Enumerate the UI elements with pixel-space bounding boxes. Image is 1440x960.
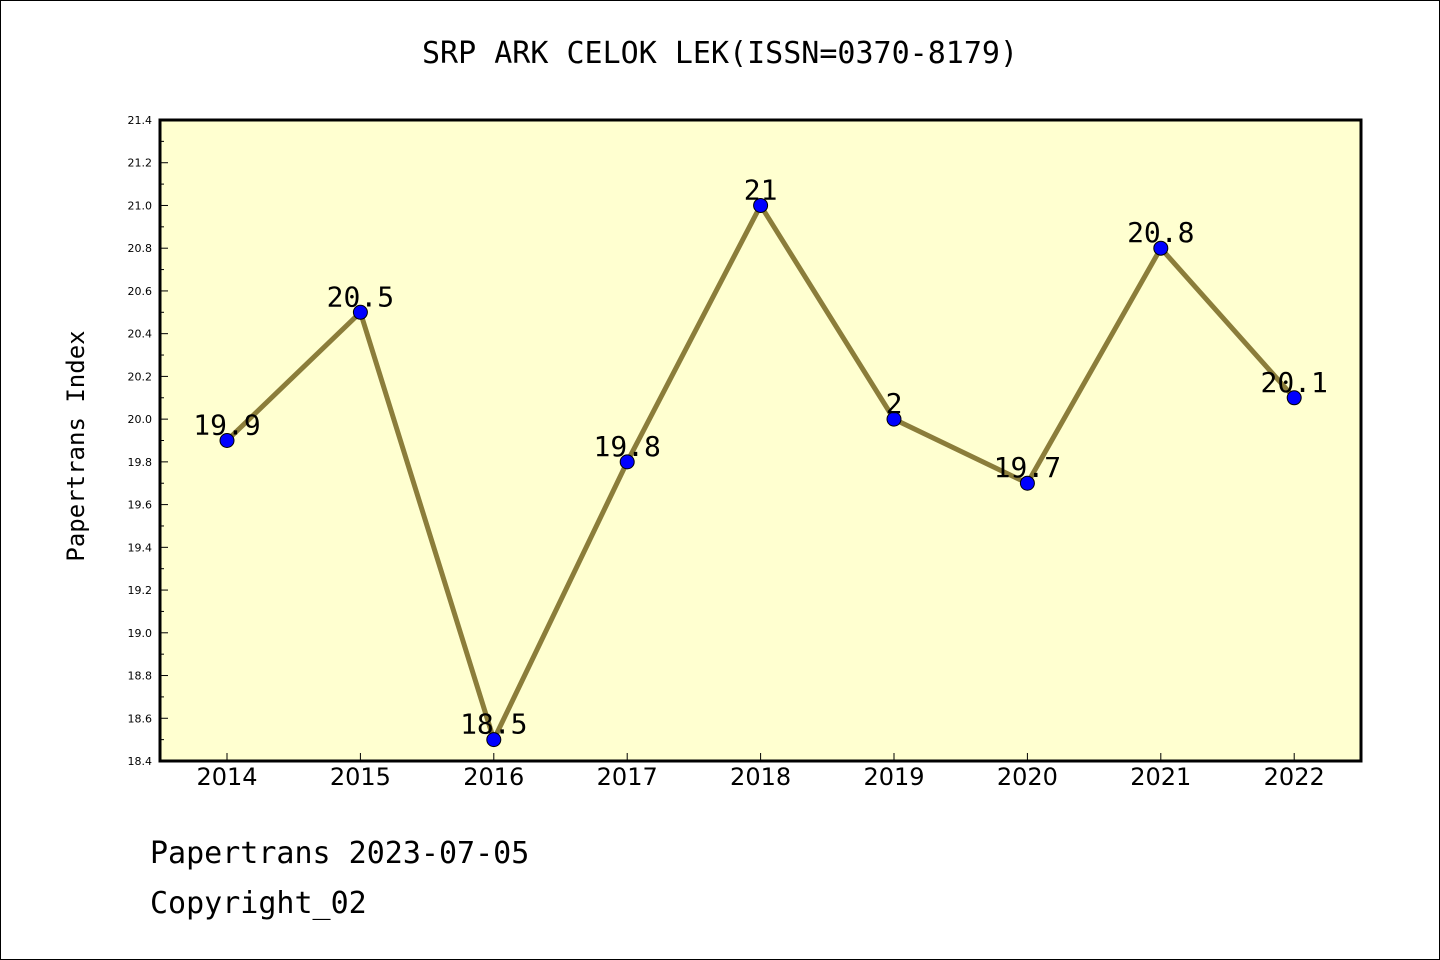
data-label: 18.5 xyxy=(460,708,527,741)
data-point xyxy=(1286,390,1302,406)
footer-copyright: Copyright_02 xyxy=(150,886,367,921)
data-point xyxy=(886,411,902,427)
data-label: 20.1 xyxy=(1260,366,1327,399)
data-point xyxy=(1019,475,1035,491)
footer-date: Papertrans 2023-07-05 xyxy=(150,836,530,871)
plot-area xyxy=(158,118,1363,763)
x-tick-label: 2022 xyxy=(1264,763,1325,791)
data-label: 20.8 xyxy=(1127,216,1194,249)
y-tick-label: 20.6 xyxy=(128,285,153,298)
x-tick-label: 2014 xyxy=(196,763,257,791)
data-label: 20.5 xyxy=(327,280,394,313)
x-tick-label: 2016 xyxy=(463,763,524,791)
y-axis: 18.4 18.6 18.8 19.0 19.2 19.4 19.6 19.8 20.0 20.2… xyxy=(128,114,168,768)
y-tick-label: 19.2 xyxy=(128,584,153,597)
data-point xyxy=(753,197,769,213)
y-tick-label: 20.2 xyxy=(128,370,153,383)
x-tick-label: 2019 xyxy=(863,763,924,791)
x-tick-label: 2017 xyxy=(597,763,658,791)
data-label: 19.8 xyxy=(593,430,660,463)
x-tick-label: 2021 xyxy=(1130,763,1191,791)
data-label: 21 xyxy=(744,173,778,206)
y-tick-label: 18.8 xyxy=(128,670,153,683)
y-tick-label: 21.4 xyxy=(128,114,153,127)
data-point xyxy=(219,433,235,448)
y-tick-label: 19.8 xyxy=(128,456,153,469)
x-tick-label: 2018 xyxy=(730,763,791,791)
y-tick-label: 21.2 xyxy=(128,157,153,170)
y-tick-label: 18.4 xyxy=(128,755,153,768)
data-point xyxy=(352,304,368,320)
chart-title: SRP ARK CELOK LEK(ISSN=0370-8179) xyxy=(421,36,1019,71)
data-point xyxy=(1153,240,1169,256)
data-point xyxy=(619,454,635,470)
data-label: 19.7 xyxy=(994,451,1061,484)
y-tick-label: 19.6 xyxy=(128,499,153,512)
data-points xyxy=(219,197,1302,748)
x-tick-label: 2015 xyxy=(330,763,391,791)
data-label: 2 xyxy=(886,387,903,420)
y-tick-label: 20.4 xyxy=(128,328,153,341)
y-tick-label: 19.4 xyxy=(128,541,153,554)
x-axis: 2014 2015 2016 2017 2018 2019 2020 2021 2022 xyxy=(196,753,1325,791)
data-point xyxy=(486,732,502,748)
y-tick-label: 20.0 xyxy=(128,413,153,426)
data-labels: 19.9 20.5 18.5 19.8 21 2 19.7 20.8 20.1 xyxy=(193,173,1328,740)
data-label: 19.9 xyxy=(193,409,260,442)
y-tick-label: 21.0 xyxy=(128,199,153,212)
y-axis-title: Papertrans Index xyxy=(62,330,90,561)
y-tick-label: 18.6 xyxy=(128,712,153,725)
x-tick-label: 2020 xyxy=(997,763,1058,791)
y-tick-label: 20.8 xyxy=(128,242,153,255)
y-tick-label: 19.0 xyxy=(128,627,153,640)
